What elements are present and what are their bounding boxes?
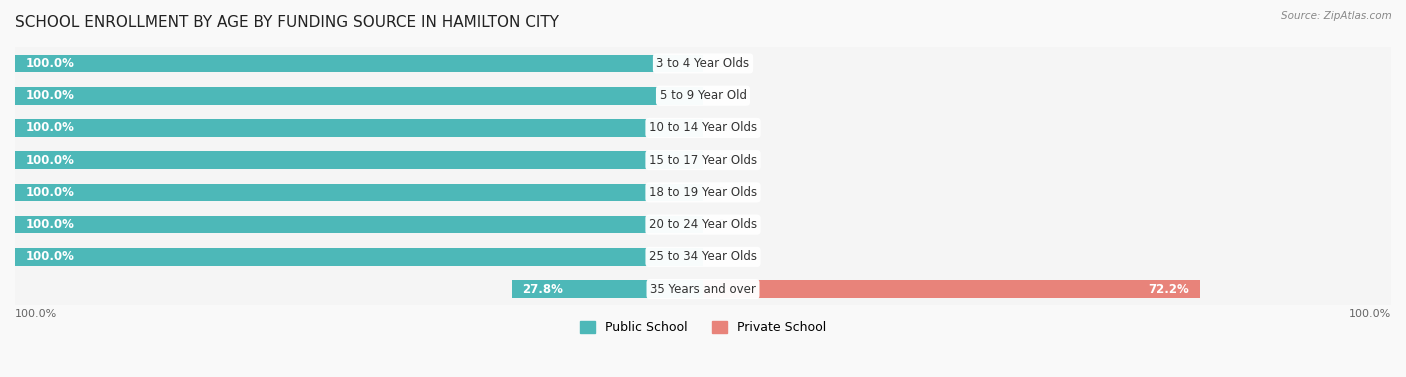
Text: 100.0%: 100.0% bbox=[25, 121, 75, 135]
FancyBboxPatch shape bbox=[15, 273, 1391, 305]
Text: 100.0%: 100.0% bbox=[25, 218, 75, 231]
Bar bbox=[15, 216, 703, 233]
Text: 15 to 17 Year Olds: 15 to 17 Year Olds bbox=[650, 154, 756, 167]
Text: 10 to 14 Year Olds: 10 to 14 Year Olds bbox=[650, 121, 756, 135]
Text: 18 to 19 Year Olds: 18 to 19 Year Olds bbox=[650, 186, 756, 199]
FancyBboxPatch shape bbox=[15, 241, 1391, 273]
Text: 100.0%: 100.0% bbox=[25, 89, 75, 102]
Bar bbox=[15, 55, 703, 72]
Text: 0.0%: 0.0% bbox=[717, 186, 747, 199]
Text: 35 Years and over: 35 Years and over bbox=[650, 283, 756, 296]
Text: 0.0%: 0.0% bbox=[717, 89, 747, 102]
Text: 0.0%: 0.0% bbox=[717, 250, 747, 264]
Text: 27.8%: 27.8% bbox=[522, 283, 562, 296]
Legend: Public School, Private School: Public School, Private School bbox=[574, 315, 832, 340]
Text: 100.0%: 100.0% bbox=[15, 309, 58, 319]
Bar bbox=[15, 151, 703, 169]
Bar bbox=[15, 87, 703, 104]
Text: 100.0%: 100.0% bbox=[25, 57, 75, 70]
Bar bbox=[15, 119, 703, 137]
Bar bbox=[15, 248, 703, 266]
Text: 0.0%: 0.0% bbox=[717, 154, 747, 167]
Text: 5 to 9 Year Old: 5 to 9 Year Old bbox=[659, 89, 747, 102]
Text: Source: ZipAtlas.com: Source: ZipAtlas.com bbox=[1281, 11, 1392, 21]
Bar bbox=[512, 280, 703, 298]
Text: 0.0%: 0.0% bbox=[717, 218, 747, 231]
FancyBboxPatch shape bbox=[15, 144, 1391, 176]
Text: SCHOOL ENROLLMENT BY AGE BY FUNDING SOURCE IN HAMILTON CITY: SCHOOL ENROLLMENT BY AGE BY FUNDING SOUR… bbox=[15, 15, 560, 30]
Bar bbox=[15, 184, 703, 201]
FancyBboxPatch shape bbox=[15, 112, 1391, 144]
Text: 3 to 4 Year Olds: 3 to 4 Year Olds bbox=[657, 57, 749, 70]
Bar bbox=[703, 280, 1199, 298]
Text: 100.0%: 100.0% bbox=[1348, 309, 1391, 319]
Text: 25 to 34 Year Olds: 25 to 34 Year Olds bbox=[650, 250, 756, 264]
FancyBboxPatch shape bbox=[15, 80, 1391, 112]
Text: 72.2%: 72.2% bbox=[1149, 283, 1189, 296]
FancyBboxPatch shape bbox=[15, 176, 1391, 208]
FancyBboxPatch shape bbox=[15, 208, 1391, 241]
Text: 20 to 24 Year Olds: 20 to 24 Year Olds bbox=[650, 218, 756, 231]
Text: 0.0%: 0.0% bbox=[717, 121, 747, 135]
Text: 100.0%: 100.0% bbox=[25, 250, 75, 264]
Text: 100.0%: 100.0% bbox=[25, 154, 75, 167]
Text: 100.0%: 100.0% bbox=[25, 186, 75, 199]
FancyBboxPatch shape bbox=[15, 48, 1391, 80]
Text: 0.0%: 0.0% bbox=[717, 57, 747, 70]
